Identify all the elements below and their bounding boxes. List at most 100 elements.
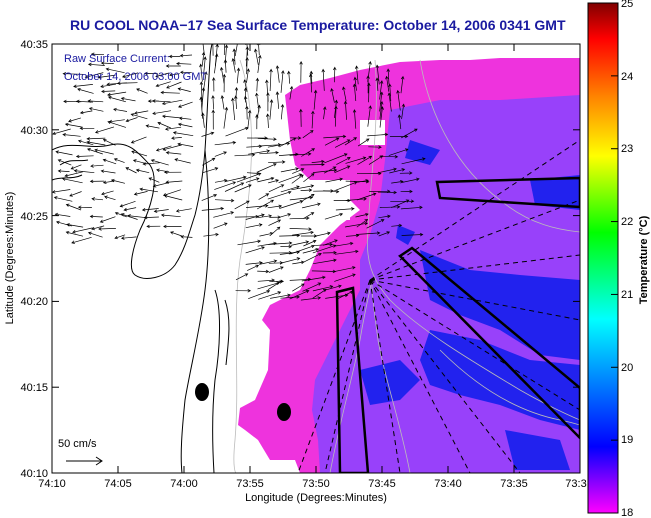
current-vector	[302, 247, 320, 254]
current-vector	[100, 83, 116, 89]
current-vector	[275, 91, 280, 109]
current-vector	[146, 224, 161, 229]
current-vector	[114, 211, 127, 218]
x-tick: 73:40	[434, 478, 462, 490]
transect-south	[335, 286, 370, 473]
current-vector	[135, 168, 150, 174]
current-vector	[237, 239, 262, 246]
current-vector	[152, 182, 169, 188]
current-vector	[211, 109, 215, 130]
sst-cool-patches	[360, 140, 580, 470]
current-vector	[224, 182, 245, 192]
current-vector	[334, 249, 359, 255]
colorbar-ticks	[611, 2, 618, 514]
current-vector	[133, 110, 149, 115]
current-vector	[323, 166, 337, 174]
current-vector	[377, 167, 397, 174]
current-vector	[308, 73, 313, 93]
map-title: RU COOL NOAA−17 Sea Surface Temperature:…	[70, 17, 566, 33]
current-vector	[104, 195, 116, 201]
current-vector	[214, 53, 219, 74]
current-vector	[142, 162, 160, 166]
current-vector	[290, 244, 315, 255]
current-vector	[352, 83, 357, 102]
current-vector	[64, 171, 83, 178]
current-vector	[324, 153, 348, 164]
current-vector	[334, 165, 351, 174]
current-vector	[234, 214, 260, 219]
scale-label: 50 cm/s	[58, 438, 97, 450]
current-vector	[323, 284, 342, 291]
current-vector	[324, 212, 344, 220]
current-vector	[325, 177, 344, 183]
current-vector	[203, 56, 207, 74]
current-vector	[224, 175, 247, 183]
current-vector	[130, 136, 147, 144]
current-vector	[57, 169, 70, 173]
current-vector	[356, 218, 369, 228]
current-vector	[136, 88, 148, 94]
current-vector	[312, 168, 338, 173]
x-tick: 73:45	[368, 478, 396, 490]
current-vector	[107, 91, 127, 97]
current-vector	[144, 71, 158, 76]
current-vector	[401, 103, 406, 120]
current-vector	[344, 137, 358, 146]
current-vector	[73, 169, 95, 174]
y-tick: 40:15	[20, 382, 48, 394]
current-vector	[269, 215, 282, 219]
current-vector	[234, 184, 252, 193]
current-vector	[71, 236, 92, 244]
current-vector	[355, 212, 369, 218]
current-vector	[177, 87, 191, 92]
current-vector	[234, 95, 238, 110]
x-tick: 74:10	[38, 478, 66, 490]
colorbar	[587, 2, 619, 514]
x-tick: 74:00	[170, 478, 198, 490]
current-vector	[77, 87, 94, 94]
current-vector	[75, 154, 94, 159]
y-tick: 40:10	[20, 468, 48, 480]
current-vector	[165, 64, 181, 68]
y-tick: 40:30	[20, 125, 48, 137]
colorbar-tick: 24	[621, 71, 633, 83]
current-vector	[391, 179, 404, 184]
current-vector	[98, 227, 116, 231]
current-vector	[254, 48, 259, 65]
current-vector	[292, 230, 314, 236]
current-vector	[101, 190, 114, 196]
current-vector	[255, 92, 260, 112]
current-vector	[170, 231, 183, 237]
current-vector	[334, 139, 351, 148]
current-vector	[89, 179, 105, 184]
current-vector	[280, 295, 300, 299]
current-vector	[94, 148, 114, 155]
current-vector	[55, 150, 73, 156]
current-vector	[232, 48, 236, 65]
current-vector	[201, 112, 205, 128]
x-tick: 73:50	[302, 478, 330, 490]
current-vector	[290, 240, 310, 246]
axis-ticks	[51, 43, 581, 474]
station-marker-east	[277, 403, 291, 421]
current-vector	[265, 113, 270, 129]
current-vector	[234, 200, 250, 210]
current-vector	[164, 126, 182, 131]
x-tick: 73:55	[236, 478, 264, 490]
current-vector	[313, 258, 337, 265]
colorbar-tick: 20	[621, 362, 633, 374]
current-vector	[87, 148, 103, 155]
current-vector	[396, 89, 401, 111]
current-vector	[120, 236, 137, 240]
current-vector	[86, 137, 106, 141]
current-vector	[323, 239, 338, 246]
current-vector	[368, 155, 384, 165]
current-vector	[259, 231, 274, 237]
current-vector	[302, 130, 314, 139]
current-vector	[366, 219, 385, 229]
current-vector	[378, 231, 391, 237]
current-vector	[269, 68, 273, 92]
current-vector	[245, 223, 263, 229]
current-vector	[90, 52, 105, 56]
current-vector	[231, 97, 236, 121]
